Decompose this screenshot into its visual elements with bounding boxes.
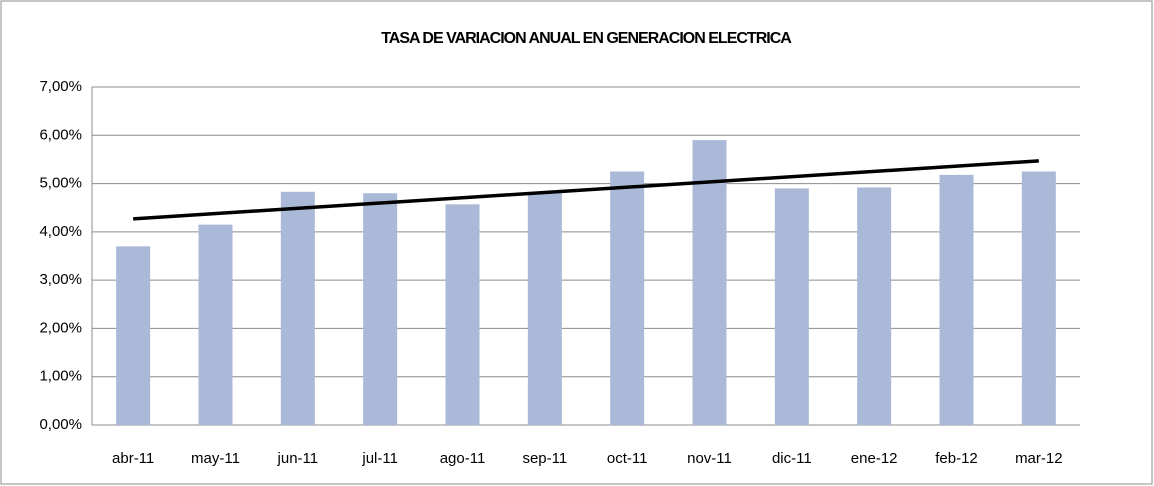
x-tick-label: jul-11	[361, 450, 398, 467]
bar	[1021, 171, 1056, 425]
y-tick-label: 6,00%	[39, 126, 82, 143]
bar	[280, 191, 315, 425]
x-tick-label: nov-11	[687, 450, 732, 467]
y-tick-label: 0,00%	[39, 416, 82, 433]
x-tick-label: ago-11	[440, 450, 486, 467]
chart-title: TASA DE VARIACION ANUAL EN GENERACION EL…	[381, 30, 792, 47]
x-tick-label: jun-11	[277, 450, 319, 467]
x-tick-label: ene-12	[851, 450, 898, 467]
bar	[198, 224, 233, 425]
y-tick-label: 1,00%	[39, 368, 82, 385]
x-tick-label: dic-11	[772, 450, 812, 467]
y-tick-label: 2,00%	[39, 319, 82, 336]
bar	[857, 187, 892, 425]
y-tick-label: 4,00%	[39, 223, 82, 240]
x-tick-label: oct-11	[607, 450, 648, 467]
bar	[527, 193, 562, 425]
bar	[116, 246, 151, 425]
trend-line	[133, 159, 1039, 221]
x-tick-label: feb-12	[935, 450, 978, 467]
x-tick-label: abr-11	[112, 450, 154, 467]
x-tick-label: mar-12	[1015, 450, 1063, 467]
bar	[363, 193, 398, 425]
bar	[939, 174, 974, 425]
x-tick-label: may-11	[191, 450, 240, 467]
bar	[610, 171, 645, 425]
x-tick-label: sep-11	[522, 450, 567, 467]
bar	[692, 140, 727, 425]
y-tick-label: 3,00%	[39, 271, 82, 288]
y-tick-label: 7,00%	[39, 78, 82, 95]
bar	[774, 188, 809, 425]
bar	[445, 204, 480, 425]
y-tick-label: 5,00%	[39, 175, 82, 192]
